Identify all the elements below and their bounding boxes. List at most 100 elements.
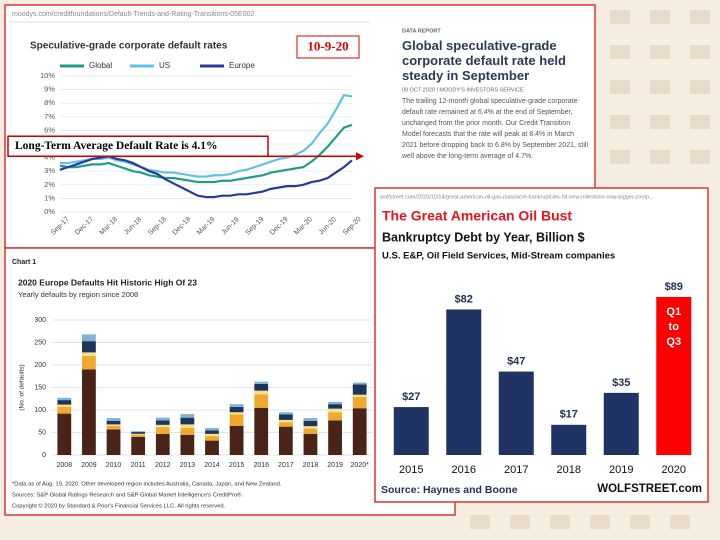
bar-segment <box>57 413 72 455</box>
bar-segment <box>106 429 121 455</box>
y-tick-label: 0% <box>44 207 55 216</box>
x-tick-label: 2018 <box>303 462 319 469</box>
x-tick-label: 2015 <box>229 462 245 469</box>
bar-segment <box>254 383 269 391</box>
y-tick-label: 8% <box>44 98 55 107</box>
bar-segment <box>205 436 219 441</box>
footnote: *Data as of Aug. 19, 2020. Other develop… <box>12 482 282 488</box>
bar <box>446 309 482 455</box>
bar-segment <box>229 425 244 455</box>
bar-segment <box>303 426 318 429</box>
x-tick-label: 2016 <box>253 462 269 469</box>
article-body: The trailing 12-month global speculative… <box>402 98 589 160</box>
x-tick-label: 2011 <box>131 462 146 469</box>
bar-segment <box>254 381 269 384</box>
bar-segment <box>278 412 293 415</box>
chart-label: Chart 1 <box>12 259 36 266</box>
bar-segment <box>278 422 293 427</box>
bar <box>393 407 429 455</box>
y-tick-label: 10% <box>40 71 55 80</box>
legend-label: Europe <box>229 61 255 70</box>
x-tick-label: 2019 <box>609 464 633 476</box>
bar-segment <box>229 406 244 413</box>
bar-segment <box>303 433 318 455</box>
bar-segment <box>180 414 195 418</box>
bar <box>656 297 692 455</box>
value-label: $17 <box>560 409 578 421</box>
article-meta: 09 OCT 2020 | MOODY'S INVESTORS SERVICE <box>402 87 524 93</box>
x-tick-label: 2020* <box>351 462 370 469</box>
bar-segment <box>180 417 195 425</box>
background-pattern <box>470 10 710 529</box>
bar-segment <box>155 424 170 428</box>
bar-segment <box>180 434 195 455</box>
chart-title: The Great American Oil Bust <box>382 208 572 224</box>
bar-segment <box>303 428 318 434</box>
bar-segment <box>205 433 219 437</box>
bar-segment <box>82 341 96 353</box>
date-stamp: 10-9-20 <box>307 38 348 53</box>
x-tick-label: 2017 <box>504 464 528 476</box>
bar-segment <box>352 382 367 385</box>
bar-segment <box>82 352 96 356</box>
footnote: Sources: S&P Global Ratings Research and… <box>12 492 243 499</box>
y-tick-label: 200 <box>34 362 46 369</box>
y-tick-label: 50 <box>38 429 46 436</box>
y-tick-label: 100 <box>34 407 46 414</box>
bar-segment <box>205 428 219 431</box>
x-tick-label: 2008 <box>57 462 73 469</box>
bar-segment <box>82 334 96 342</box>
bar-segment <box>205 430 219 434</box>
bar-segment <box>155 427 170 434</box>
bar-segment <box>155 420 170 425</box>
y-tick-label: 6% <box>44 125 55 134</box>
kicker: DATA REPORT <box>402 28 441 34</box>
bar-segment <box>278 426 293 455</box>
x-tick-label: 2010 <box>106 462 122 469</box>
y-tick-label: 2% <box>44 180 55 189</box>
bar-segment <box>229 404 244 407</box>
y-tick-label: 7% <box>44 112 55 121</box>
bar-segment <box>229 412 244 415</box>
bar-segment <box>106 420 121 425</box>
oil-bust-chart: The Great American Oil Bust Bankruptcy De… <box>381 208 702 496</box>
bar <box>551 424 587 455</box>
y-tick-label: 250 <box>34 339 46 346</box>
bar-note: Q1 to Q3 <box>666 306 682 348</box>
chart-title: 2020 Europe Defaults Hit Historic High O… <box>18 277 197 287</box>
bar-segment <box>278 414 293 420</box>
bar-segment <box>352 396 367 409</box>
y-axis-label: (No. of defaults) <box>19 364 26 410</box>
y-tick-label: 9% <box>44 85 55 94</box>
bar-segment <box>155 433 170 455</box>
brand: WOLFSTREET.com <box>597 483 702 495</box>
value-label: $82 <box>455 293 473 305</box>
footnote: Copyright © 2020 by Standard & Poor's Fi… <box>12 503 226 510</box>
bar-segment <box>131 433 146 435</box>
arrow-head <box>356 152 364 161</box>
bar-segment <box>254 407 269 455</box>
y-tick-label: 3% <box>44 166 55 175</box>
article-headline: Global speculative-grade corporate defau… <box>402 38 566 83</box>
bar-segment <box>131 434 146 437</box>
bar-segment <box>106 418 121 421</box>
bar-segment <box>131 432 146 434</box>
value-label: $35 <box>612 377 630 389</box>
x-tick-label: 2016 <box>452 464 476 476</box>
bar-segment <box>131 431 146 433</box>
x-tick-label: 2009 <box>81 462 97 469</box>
y-tick-label: 4% <box>44 153 55 162</box>
bar <box>498 371 534 455</box>
x-tick-label: 2019 <box>327 462 343 469</box>
y-tick-label: 150 <box>34 384 46 391</box>
x-tick-label: 2020 <box>662 464 686 476</box>
chart-subtitle: Bankruptcy Debt by Year, Billion $ <box>382 230 585 244</box>
bar-segment <box>106 425 121 430</box>
bar-segment <box>131 437 146 455</box>
x-tick-label: 2014 <box>204 462 220 469</box>
legend-label: US <box>159 61 170 70</box>
bar-segment <box>352 408 367 455</box>
bar-segment <box>82 356 96 370</box>
